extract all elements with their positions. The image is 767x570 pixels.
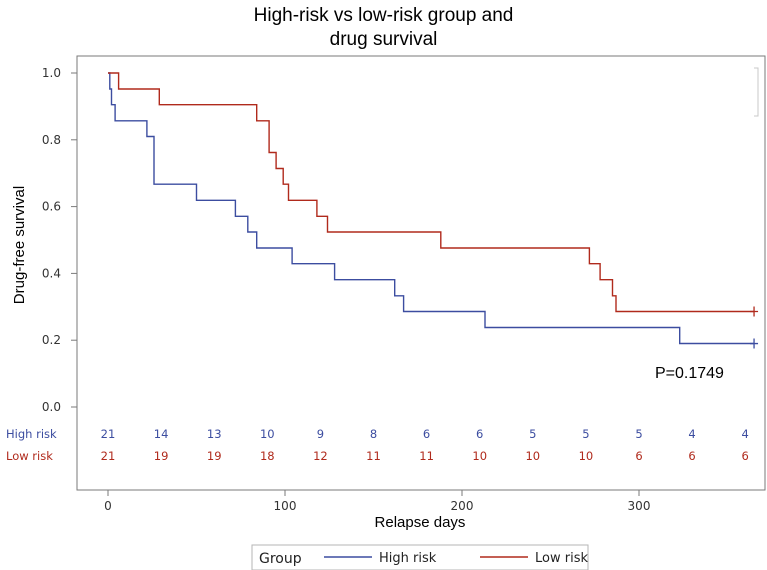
x-axis-label: Relapse days xyxy=(375,514,466,531)
at-risk-count-low: 11 xyxy=(419,449,434,463)
legend-title: Group xyxy=(259,551,302,567)
y-tick-label: 0.4 xyxy=(42,266,61,280)
at-risk-count-low: 6 xyxy=(688,449,695,463)
at-risk-count-low: 6 xyxy=(742,449,749,463)
at-risk-count-low: 21 xyxy=(101,449,116,463)
at-risk-count-high: 5 xyxy=(582,427,589,441)
survival-line-high xyxy=(108,72,754,345)
at-risk-count-low: 11 xyxy=(366,449,381,463)
plot-frame xyxy=(76,55,766,491)
legend: Group High risk Low risk xyxy=(251,544,589,570)
at-risk-count-high: 8 xyxy=(370,427,377,441)
x-tick-label: 100 xyxy=(274,499,297,513)
y-axis-label: Drug-free survival xyxy=(11,186,28,304)
at-risk-count-low: 10 xyxy=(472,449,487,463)
y-axis: 0.0 0.2 0.4 0.6 0.8 1.0 xyxy=(42,66,77,414)
x-tick-label: 300 xyxy=(628,499,651,513)
y-tick-label: 0.0 xyxy=(42,400,61,414)
at-risk-count-high: 5 xyxy=(529,427,536,441)
legend-label-high: High risk xyxy=(379,551,437,566)
at-risk-count-high: 21 xyxy=(101,427,116,441)
survival-line-low xyxy=(108,72,754,313)
y-tick-label: 0.2 xyxy=(42,333,61,347)
survival-curves xyxy=(108,72,759,349)
at-risk-count-high: 6 xyxy=(476,427,483,441)
y-tick-label: 0.8 xyxy=(42,133,61,147)
at-risk-count-high: 14 xyxy=(154,427,169,441)
at-risk-count-high: 10 xyxy=(260,427,275,441)
at-risk-count-low: 6 xyxy=(635,449,642,463)
at-risk-label-high: High risk xyxy=(6,427,57,441)
legend-bracket xyxy=(754,67,759,117)
at-risk-count-high: 5 xyxy=(635,427,642,441)
at-risk-count-low: 10 xyxy=(579,449,594,463)
x-axis: 0 100 200 300 xyxy=(104,490,650,513)
at-risk-count-high: 4 xyxy=(742,427,749,441)
at-risk-count-high: 6 xyxy=(423,427,430,441)
at-risk-count-high: 9 xyxy=(317,427,324,441)
at-risk-count-low: 19 xyxy=(154,449,169,463)
at-risk-count-low: 18 xyxy=(260,449,275,463)
at-risk-count-low: 10 xyxy=(525,449,540,463)
chart-title-line-2: drug survival xyxy=(329,29,438,50)
at-risk-table: High risk 21 14 13 10 9 8 6 6 5 5 5 4 4 Low risk 21 19 19… xyxy=(6,427,749,463)
chart-title: High-risk vs low-risk group and drug sur… xyxy=(0,4,767,52)
censor-mark-high xyxy=(750,338,759,349)
x-tick-label: 200 xyxy=(451,499,474,513)
x-tick-label: 0 xyxy=(104,499,112,513)
at-risk-count-high: 13 xyxy=(207,427,222,441)
at-risk-count-high: 4 xyxy=(688,427,695,441)
legend-label-low: Low risk xyxy=(535,551,588,566)
y-tick-label: 0.6 xyxy=(42,200,61,214)
legend-box xyxy=(251,544,589,570)
at-risk-label-low: Low risk xyxy=(6,449,53,463)
y-tick-label: 1.0 xyxy=(42,66,61,80)
at-risk-count-low: 12 xyxy=(313,449,328,463)
at-risk-count-low: 19 xyxy=(207,449,222,463)
censor-mark-low xyxy=(750,306,759,317)
p-value-annotation: P=0.1749 xyxy=(655,365,724,382)
chart-title-line-1: High-risk vs low-risk group and xyxy=(253,5,514,26)
